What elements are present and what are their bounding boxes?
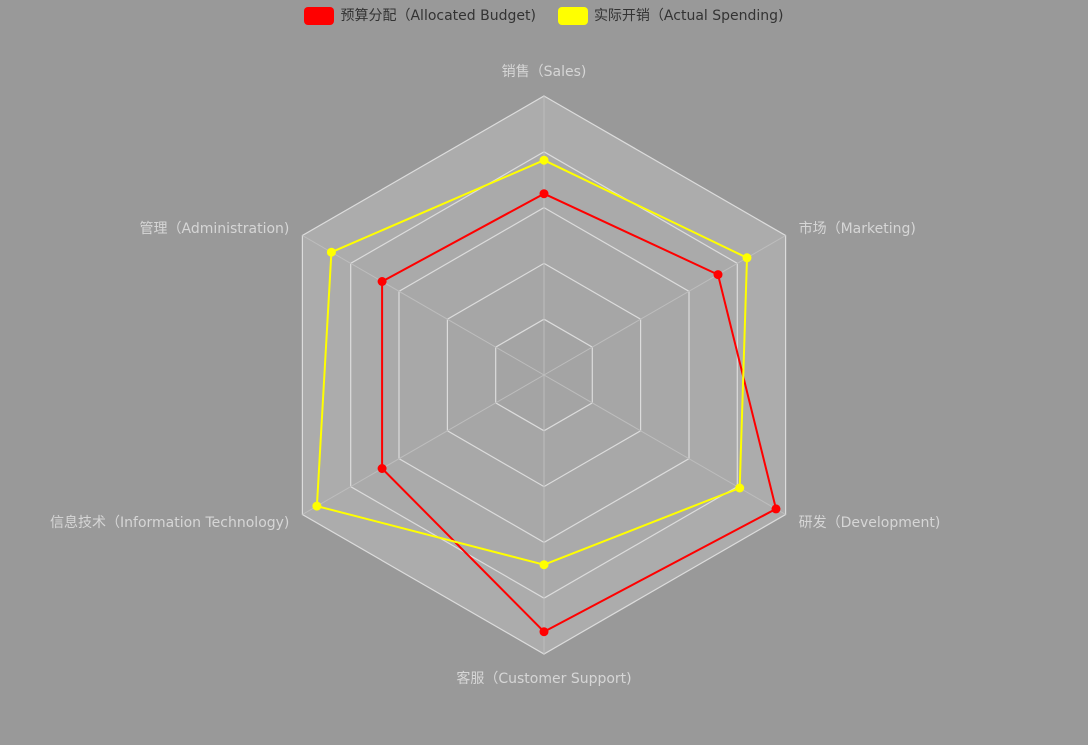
series-0-point-3[interactable]: [539, 627, 549, 637]
radar-series: [312, 155, 781, 637]
series-1-point-0[interactable]: [539, 155, 549, 165]
series-0-point-4[interactable]: [377, 464, 387, 473]
series-1-point-5[interactable]: [326, 247, 336, 257]
axis-label-1: 市场（Marketing): [799, 220, 916, 237]
legend-label-actual-spending: 实际开销（Actual Spending): [593, 8, 784, 24]
radar-spoke-5: [302, 235, 545, 376]
radar-spoke-4: [302, 374, 545, 515]
axis-label-4: 信息技术（Information Technology): [50, 514, 289, 531]
axis-label-0: 销售（Sales): [502, 64, 587, 80]
legend-label-allocated-budget: 预算分配（Allocated Budget): [340, 8, 536, 24]
legend-item-allocated-budget[interactable]: 预算分配（Allocated Budget): [304, 6, 536, 26]
series-0-point-2[interactable]: [771, 504, 781, 514]
series-1-point-2[interactable]: [735, 483, 745, 493]
radar-axis-labels: 销售（Sales) 市场（Marketing) 研发（Development) 客服（…: [50, 64, 940, 687]
series-0-point-1[interactable]: [713, 270, 723, 280]
series-1-point-3[interactable]: [539, 560, 549, 570]
series-1-point-1[interactable]: [742, 253, 752, 263]
legend: 预算分配（Allocated Budget) 实际开销（Actual Spend…: [0, 6, 1088, 26]
axis-label-3: 客服（Customer Support): [456, 670, 631, 687]
legend-item-actual-spending[interactable]: 实际开销（Actual Spending): [557, 6, 784, 26]
axis-label-5: 管理（Administration): [139, 221, 289, 237]
legend-swatch-actual-spending: [557, 7, 588, 25]
legend-swatch-allocated-budget: [304, 7, 335, 25]
series-0-point-0[interactable]: [539, 189, 549, 199]
series-1-point-4[interactable]: [312, 501, 322, 511]
radar-spoke-2: [543, 374, 786, 515]
series-0-point-5[interactable]: [377, 277, 387, 286]
axis-label-2: 研发（Development): [799, 515, 941, 531]
